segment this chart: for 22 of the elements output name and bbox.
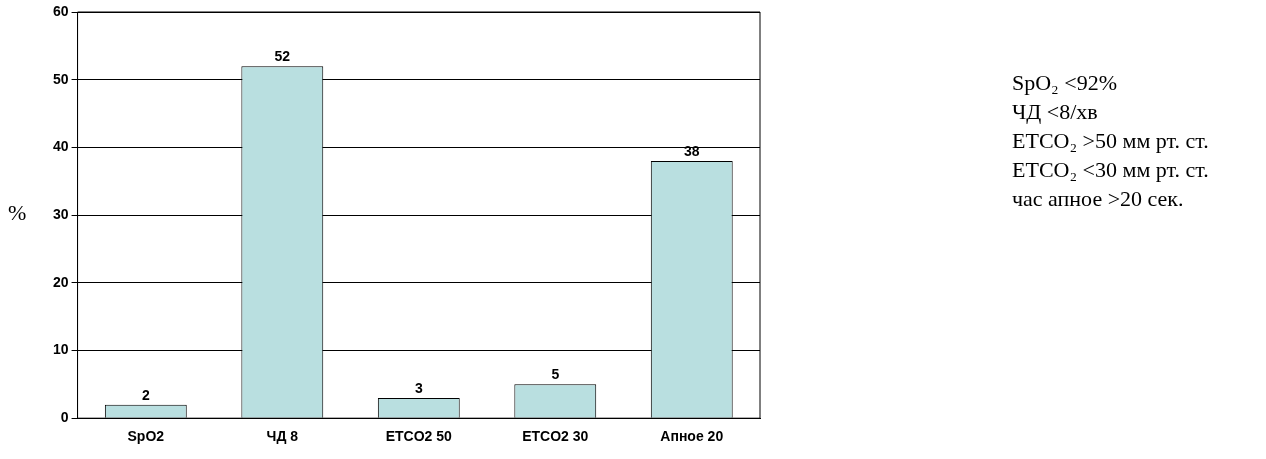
text: SpO₂ <92% [1012,69,1119,97]
x-tick-label: Апное 20 [660,428,724,445]
text: ETCO₂ >50 мм рт. ст. [1012,127,1209,155]
y-tick-label: 0 [60,409,69,426]
x-tick-label: SpO2 [127,428,165,445]
y-tick-label: 60 [52,2,69,19]
x-tick-label: ETCO2 50 [385,428,453,445]
y-tick-label: 20 [52,273,69,290]
text: ЧД <8/хв [1012,98,1099,126]
text: ETCO₂ <30 мм рт. ст. [1012,156,1209,184]
data-label: 2 [141,386,150,403]
y-tick-label: 40 [52,138,69,155]
y-axis-title: % [8,200,27,226]
y-tick-label: 10 [52,341,69,358]
x-tick-label: ETCO2 30 [522,428,589,445]
data-label: 3 [414,379,423,396]
x-tick-label: ЧД 8 [266,428,299,445]
data-label: 5 [551,366,560,383]
data-label: 52 [274,48,291,65]
y-tick-label: 30 [52,205,69,222]
y-tick-label: 50 [52,70,69,87]
text: час апное >20 сек. [1012,185,1185,213]
